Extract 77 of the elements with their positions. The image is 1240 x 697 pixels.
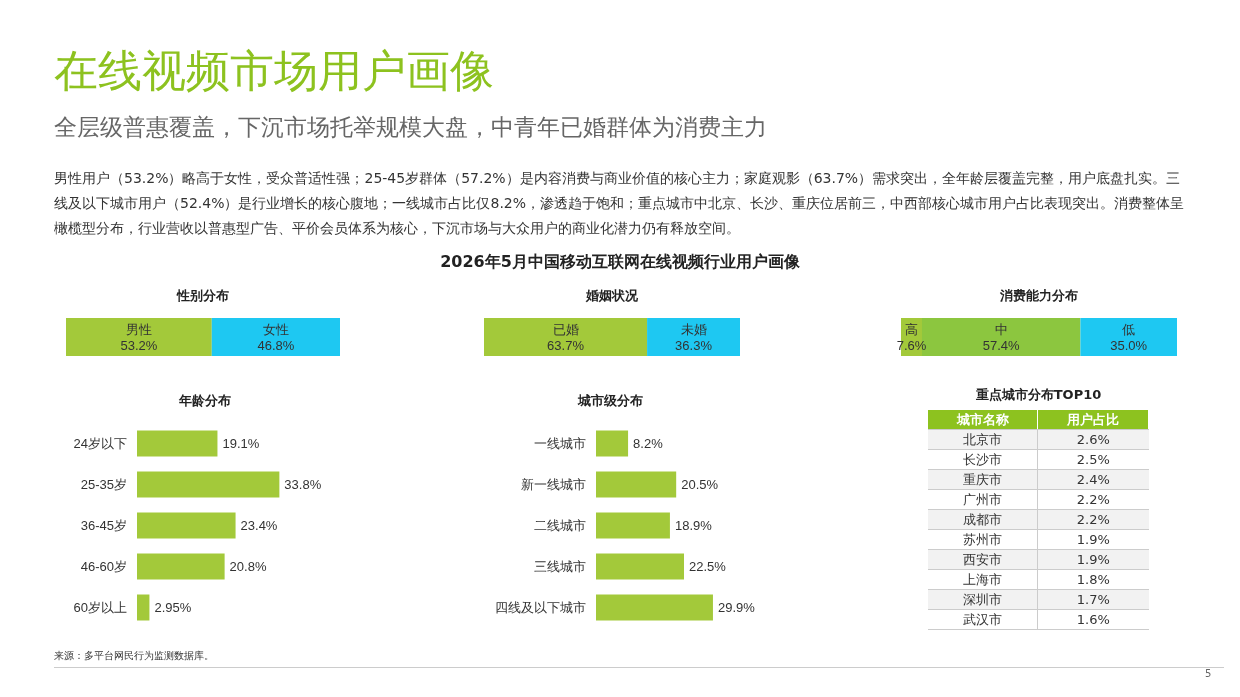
text: 2026年5月中国移动互联网在线视频行业用户画像 bbox=[439, 252, 801, 273]
data-label: 33.8% bbox=[284, 477, 322, 492]
series-label: 低 bbox=[1122, 321, 1136, 337]
data-label: 2.6% bbox=[1037, 429, 1149, 450]
category-label: 长沙市 bbox=[928, 449, 1038, 470]
data-label: 57.4% bbox=[982, 337, 1021, 353]
data-label: 2.95% bbox=[154, 600, 192, 615]
text: 用户占比 bbox=[1037, 410, 1149, 430]
category-label: 武汉市 bbox=[928, 609, 1038, 630]
chart-title: 消费能力分布 bbox=[999, 288, 1078, 303]
data-label: 18.9% bbox=[674, 518, 713, 533]
text: 5 bbox=[1205, 668, 1213, 679]
category-label: 重庆市 bbox=[928, 469, 1038, 490]
chart-title: 婚姻状况 bbox=[585, 288, 639, 303]
data-label: 29.9% bbox=[717, 600, 756, 615]
bar bbox=[596, 553, 685, 580]
data-label: 1.8% bbox=[1037, 569, 1149, 590]
text: 男性用户（53.2%）略高于女性，受众普适性强；25-45岁群体（57.2%）是内容消费与商业价值的核心主力；家庭观影（63.7%）需求突出，全年龄层覆盖完整，用户底盘扎实。三线及以下城市用户（52.4%）是行业增长的核心腹地；一线城市占比仅8.2%，渗透趋于饱和；重点城市中北京、长沙、重庆位居前三，中西部核心城市用户占比表现突出。消费整体呈橄榄型分布，行业营收以普惠型广告、平价会员体系为核心，下沉市场与大众用户的商业化潜力仍有释放空间。 bbox=[54, 169, 1186, 238]
chart-title: 年龄分布 bbox=[178, 393, 231, 408]
text: 在线视频市场用户画像 bbox=[54, 44, 494, 98]
y-tick-label: 25-35岁 bbox=[80, 477, 127, 492]
data-label: 22.5% bbox=[689, 559, 727, 574]
bar bbox=[137, 594, 150, 621]
series-label: 未婚 bbox=[680, 321, 707, 337]
bar bbox=[596, 594, 713, 621]
category-label: 成都市 bbox=[928, 509, 1038, 530]
bar bbox=[137, 471, 280, 498]
y-tick-label: 二线城市 bbox=[534, 518, 586, 533]
y-tick-label: 一线城市 bbox=[534, 436, 586, 451]
data-label: 23.4% bbox=[240, 518, 278, 533]
data-label: 46.8% bbox=[257, 337, 295, 353]
text: 重点城市分布TOP10 bbox=[974, 386, 1103, 404]
data-label: 8.2% bbox=[633, 436, 664, 451]
data-label: 2.5% bbox=[1037, 449, 1149, 470]
y-tick-label: 46-60岁 bbox=[80, 559, 127, 574]
bar bbox=[596, 430, 629, 457]
data-label: 2.4% bbox=[1037, 469, 1149, 490]
bar bbox=[596, 512, 670, 539]
y-tick-label: 36-45岁 bbox=[80, 518, 127, 533]
category-label: 深圳市 bbox=[928, 589, 1038, 610]
y-tick-label: 60岁以上 bbox=[73, 600, 127, 615]
y-tick-label: 24岁以下 bbox=[73, 436, 127, 451]
bar bbox=[137, 553, 225, 580]
data-label: 1.9% bbox=[1037, 529, 1149, 550]
category-label: 上海市 bbox=[928, 569, 1038, 590]
source-note: 来源：多平台网民行为监测数据库。 bbox=[54, 649, 215, 663]
y-tick-label: 四线及以下城市 bbox=[495, 600, 586, 615]
y-tick-label: 三线城市 bbox=[534, 559, 586, 574]
data-label: 1.7% bbox=[1037, 589, 1149, 610]
data-label: 19.1% bbox=[222, 436, 260, 451]
y-tick-label: 新一线城市 bbox=[521, 477, 586, 492]
series-label: 女性 bbox=[262, 321, 289, 337]
category-label: 广州市 bbox=[928, 489, 1038, 510]
data-label: 63.7% bbox=[547, 337, 585, 353]
series-label: 已婚 bbox=[552, 321, 579, 337]
data-label: 2.2% bbox=[1037, 509, 1149, 530]
data-label: 20.8% bbox=[229, 559, 267, 574]
data-label: 53.2% bbox=[120, 337, 158, 353]
text: 全层级普惠覆盖，下沉市场托举规模大盘，中青年已婚群体为消费主力 bbox=[54, 113, 767, 142]
bar bbox=[596, 471, 677, 498]
data-label: 1.9% bbox=[1037, 549, 1149, 570]
bar bbox=[137, 430, 218, 457]
chart-title: 性别分布 bbox=[176, 288, 229, 303]
category-label: 北京市 bbox=[928, 429, 1038, 450]
series-label: 高 bbox=[904, 321, 918, 337]
series-label: 男性 bbox=[125, 321, 152, 337]
text: 城市名称 bbox=[928, 410, 1038, 430]
category-label: 西安市 bbox=[928, 549, 1038, 570]
data-label: 1.6% bbox=[1037, 609, 1149, 630]
chart-title: 城市级分布 bbox=[576, 393, 643, 408]
data-label: 36.3% bbox=[675, 337, 713, 353]
series-label: 中 bbox=[994, 321, 1008, 337]
data-label: 20.5% bbox=[681, 477, 719, 492]
bar bbox=[137, 512, 236, 539]
category-label: 苏州市 bbox=[928, 529, 1038, 550]
data-label: 35.0% bbox=[1110, 337, 1148, 353]
data-label: 2.2% bbox=[1037, 489, 1149, 510]
